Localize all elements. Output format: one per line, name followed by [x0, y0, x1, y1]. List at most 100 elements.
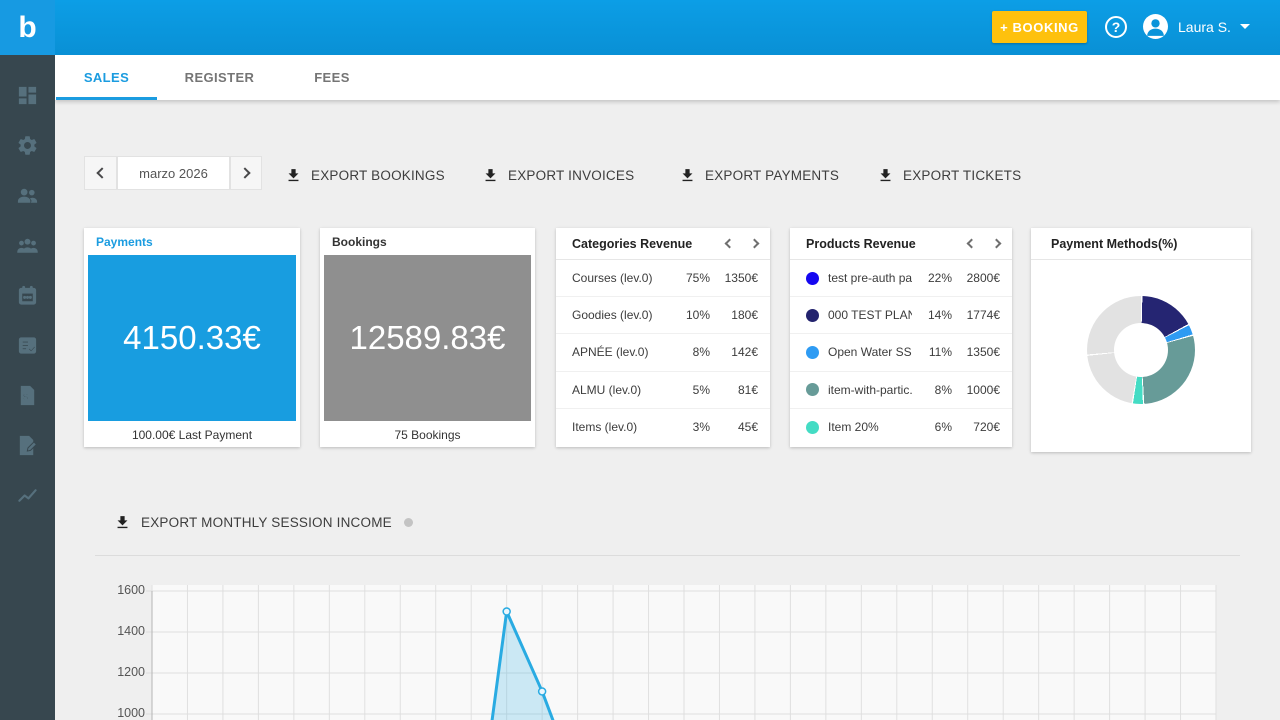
payment-methods-title: Payment Methods(%): [1051, 236, 1178, 251]
category-pct: 3%: [692, 420, 710, 435]
categories-revenue-title: Categories Revenue: [572, 236, 693, 251]
table-row: Open Water SSI ... 11% 1350€: [790, 334, 1012, 372]
series-color-dot: [806, 308, 819, 322]
bookings-footer: 75 Bookings: [394, 428, 461, 442]
bookings-total: 12589.83€: [324, 255, 531, 421]
avatar[interactable]: [1143, 14, 1168, 39]
y-axis-tick-label: 1600: [117, 583, 145, 597]
table-row: APNÉE (lev.0) 8% 142€: [556, 334, 770, 372]
y-axis-tick-label: 1400: [117, 624, 145, 638]
table-row: ALMU (lev.0) 5% 81€: [556, 372, 770, 409]
sidebar-item-calendar[interactable]: [16, 284, 39, 307]
product-value: 1774€: [966, 308, 1000, 323]
y-axis-tick-label: 1000: [117, 706, 145, 720]
table-row: item-with-partic... 8% 1000€: [790, 372, 1012, 409]
bookings-card-title: Bookings: [332, 235, 387, 249]
sidebar-item-register[interactable]: [16, 334, 39, 357]
tab-sales[interactable]: SALES: [83, 70, 130, 85]
category-value: 45€: [737, 420, 758, 435]
product-name: item-with-partic...: [828, 382, 912, 397]
category-name: ALMU (lev.0): [572, 382, 642, 397]
chevron-right-icon[interactable]: [991, 238, 1002, 249]
download-icon: [288, 168, 299, 181]
month-label[interactable]: marzo 2026: [117, 156, 230, 190]
category-name: APNÉE (lev.0): [572, 345, 649, 360]
chevron-left-icon[interactable]: [966, 238, 977, 249]
sidebar-item-settings[interactable]: [16, 134, 39, 157]
info-dot-icon: [403, 518, 413, 527]
export-monthly-label: EXPORT MONTHLY SESSION INCOME: [141, 515, 392, 530]
product-name: 000 TEST PLAN...: [828, 308, 912, 323]
active-tab-indicator: [56, 97, 157, 100]
user-name[interactable]: Laura S.: [1178, 19, 1231, 35]
products-revenue-card: Products Revenue test pre-auth pau 22% 280…: [790, 228, 1012, 447]
export-monthly-session-income-button[interactable]: EXPORT MONTHLY SESSION INCOME: [114, 514, 413, 531]
invoice-icon: $: [20, 385, 35, 406]
checklist-icon: [18, 337, 37, 354]
app-logo[interactable]: b: [0, 0, 55, 55]
table-row: 000 TEST PLAN... 14% 1774€: [790, 297, 1012, 335]
export-tickets-button[interactable]: EXPORT TICKETS: [877, 162, 1021, 188]
bookings-card: Bookings 12589.83€ 75 Bookings: [320, 228, 535, 447]
category-name: Courses (lev.0): [572, 271, 653, 286]
logo-letter: b: [18, 10, 37, 44]
chevron-right-icon[interactable]: [749, 238, 760, 249]
sidebar-item-documents[interactable]: [16, 434, 39, 457]
edit-document-icon: [19, 435, 38, 456]
sidebar-item-dashboard[interactable]: [16, 84, 39, 107]
top-bar: b + BOOKING ? Laura S.: [0, 0, 1280, 55]
stats-icon: [18, 489, 37, 502]
add-booking-button[interactable]: + BOOKING: [992, 11, 1087, 43]
product-value: 2800€: [966, 271, 1000, 286]
export-invoices-label: EXPORT INVOICES: [508, 167, 635, 183]
person-icon: [1147, 19, 1164, 36]
gear-icon: [18, 136, 37, 155]
next-month-button[interactable]: [230, 156, 262, 190]
table-row: test pre-auth pau 22% 2800€: [790, 260, 1012, 298]
export-payments-button[interactable]: EXPORT PAYMENTS: [679, 162, 839, 188]
help-icon[interactable]: ?: [1105, 16, 1127, 38]
section-divider: [95, 555, 1240, 556]
export-bookings-button[interactable]: EXPORT BOOKINGS: [285, 162, 445, 188]
monthly-income-area-chart: [146, 585, 1217, 720]
series-color-dot: [806, 420, 819, 434]
category-value: 81€: [737, 382, 758, 397]
chevron-right-icon: [238, 167, 251, 179]
y-axis-tick-label: 1200: [117, 665, 145, 679]
sidebar-item-groups[interactable]: [16, 234, 39, 257]
category-pct: 5%: [692, 382, 710, 397]
category-pct: 8%: [692, 345, 710, 360]
tab-bar: SALES REGISTER FEES: [55, 55, 1280, 100]
donut-hole: [1114, 323, 1168, 377]
products-revenue-title: Products Revenue: [806, 236, 916, 251]
table-row: Items (lev.0) 3% 45€: [556, 409, 770, 446]
svg-text:$: $: [23, 392, 29, 403]
tab-register[interactable]: REGISTER: [184, 70, 255, 85]
tab-fees[interactable]: FEES: [314, 70, 350, 85]
sidebar-item-invoices[interactable]: $: [16, 384, 39, 407]
table-row: Item 20% 6% 720€: [790, 409, 1012, 446]
download-icon: [485, 168, 496, 181]
dashboard-icon: [18, 86, 37, 105]
chevron-left-icon[interactable]: [724, 238, 735, 249]
category-name: Items (lev.0): [572, 420, 638, 435]
calendar-icon: [18, 285, 37, 305]
category-value: 1350€: [724, 271, 758, 286]
product-pct: 8%: [934, 382, 952, 397]
sidebar-item-users[interactable]: [16, 184, 39, 207]
product-name: test pre-auth pau: [828, 271, 912, 286]
export-invoices-button[interactable]: EXPORT INVOICES: [482, 162, 634, 188]
sidebar-nav: $: [0, 55, 55, 720]
product-value: 720€: [973, 420, 1000, 435]
sidebar-item-statistics[interactable]: [16, 484, 39, 507]
user-menu-caret-icon[interactable]: [1240, 24, 1250, 29]
prev-month-button[interactable]: [84, 156, 117, 190]
export-tickets-label: EXPORT TICKETS: [903, 167, 1022, 183]
categories-revenue-card: Categories Revenue Courses (lev.0) 75% 135…: [556, 228, 770, 447]
download-icon: [682, 168, 693, 181]
users-icon: [17, 188, 38, 203]
product-value: 1000€: [966, 382, 1000, 397]
product-pct: 11%: [928, 345, 952, 360]
export-payments-label: EXPORT PAYMENTS: [705, 167, 840, 183]
